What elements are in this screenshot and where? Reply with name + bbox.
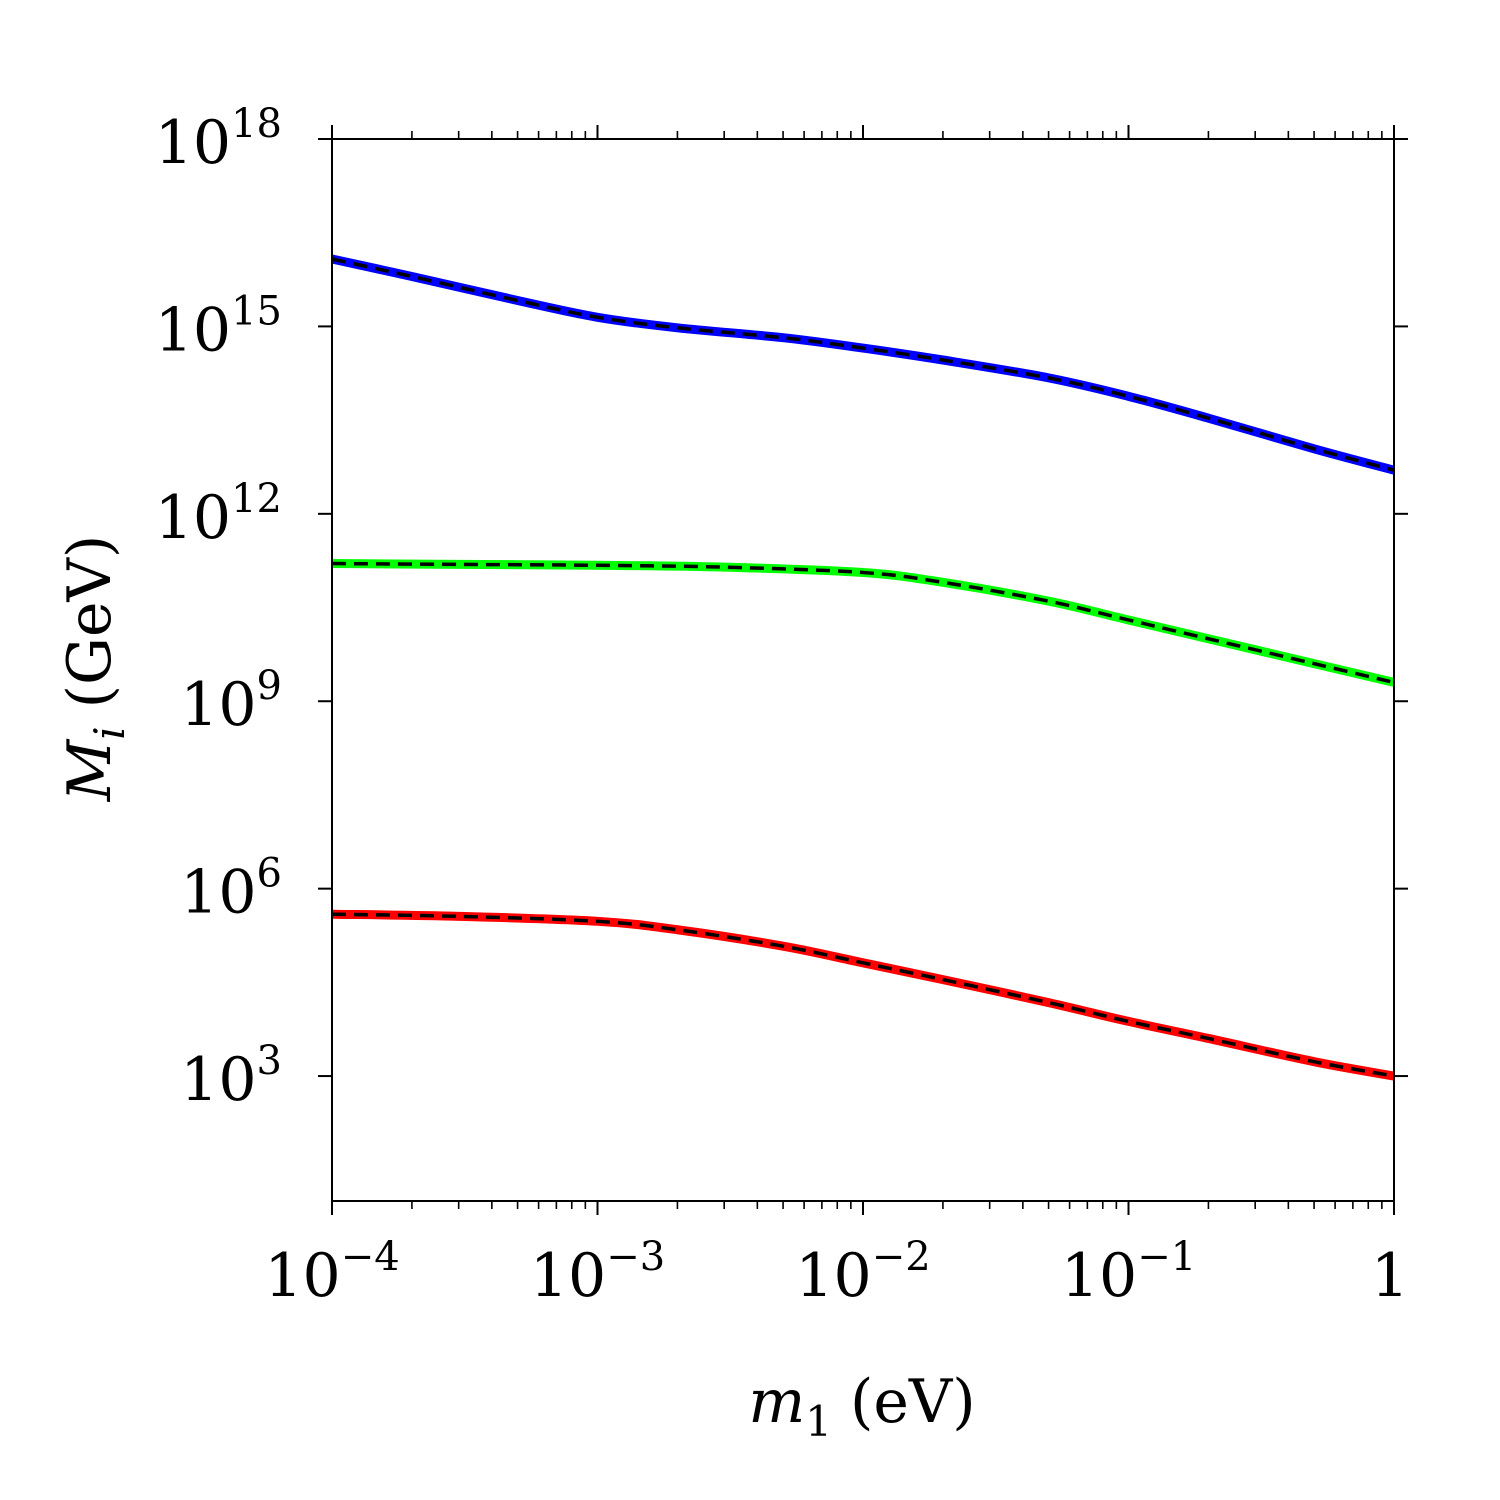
x-axis-var: m [748, 1367, 805, 1437]
x-axis-title: m1 (eV) [748, 1367, 975, 1446]
plot-curves [331, 254, 1396, 1081]
series-dashed-overlay-2 [331, 561, 1395, 685]
series-line-1 [331, 254, 1396, 475]
y-tick-label: 106 [180, 851, 282, 928]
x-axis-unit: (eV) [850, 1367, 976, 1437]
x-tick-label-exp: −1 [1137, 1234, 1196, 1280]
y-tick-label: 109 [180, 663, 282, 740]
y-tick-label-exp: 9 [257, 663, 282, 709]
y-tick-label-base: 10 [155, 295, 231, 365]
x-axis-sub: 1 [805, 1397, 832, 1446]
x-tick-label-exp: −4 [341, 1234, 400, 1280]
y-tick-label-exp: 15 [231, 288, 282, 334]
x-tick-label-base: 10 [264, 1241, 340, 1311]
y-tick-label: 1018 [155, 101, 282, 178]
x-tick-label: 10−3 [530, 1234, 665, 1311]
y-tick-label: 1012 [155, 476, 282, 553]
y-tick-label-exp: 12 [231, 476, 282, 522]
x-tick-label: 10−2 [795, 1234, 930, 1311]
x-tick-label-base: 10 [1061, 1241, 1137, 1311]
y-tick-label-base: 10 [180, 1045, 256, 1115]
y-tick-label: 103 [180, 1038, 282, 1115]
y-axis-title: Mi (GeV) [55, 535, 134, 802]
y-axis-unit: (GeV) [55, 535, 125, 709]
y-tick-label-base: 10 [180, 670, 256, 740]
series-dashed-overlay-3 [331, 912, 1395, 1078]
series-dashed-overlay-1 [331, 257, 1395, 472]
x-tick-label-base: 10 [530, 1241, 606, 1311]
y-tick-label-base: 10 [155, 483, 231, 553]
x-tick-label: 1 [1371, 1241, 1409, 1311]
y-tick-label: 1015 [155, 288, 282, 365]
series-line-3 [331, 909, 1395, 1081]
x-tick-label-base: 10 [795, 1241, 871, 1311]
y-tick-label-base: 10 [155, 108, 231, 178]
y-tick-label-base: 10 [180, 858, 256, 928]
x-tick-label: 10−1 [1061, 1234, 1196, 1311]
y-tick-label-exp: 6 [257, 851, 282, 897]
y-tick-label-exp: 18 [231, 101, 282, 147]
series-line-2 [331, 559, 1396, 687]
x-tick-label-exp: −3 [606, 1234, 665, 1280]
y-axis-var: M [55, 738, 125, 802]
x-tick-label: 10−4 [264, 1234, 399, 1311]
minor-ticks [411, 131, 1383, 1209]
y-axis-sub: i [85, 726, 134, 739]
major-ticks [318, 125, 1408, 1215]
plot-frame [331, 138, 1395, 1202]
x-tick-label-exp: −2 [872, 1234, 931, 1280]
y-tick-label-exp: 3 [257, 1038, 282, 1084]
x-tick-label-base: 1 [1371, 1241, 1409, 1311]
